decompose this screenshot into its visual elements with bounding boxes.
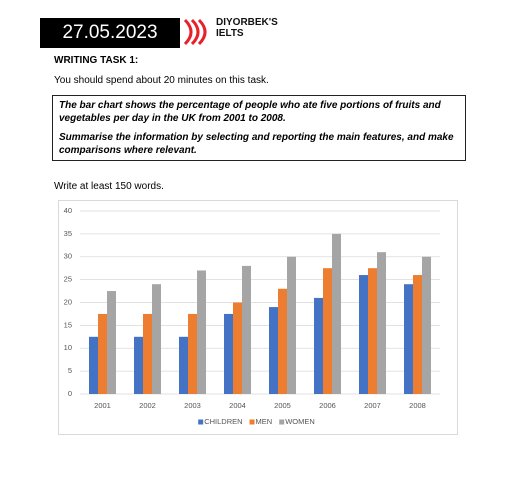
bar — [422, 256, 431, 394]
brand-line: DIYORBEK'S — [216, 17, 278, 28]
y-tick-label: 40 — [64, 206, 72, 215]
date-banner: 27.05.2023 — [40, 18, 180, 48]
legend-swatch — [249, 419, 255, 425]
bar — [98, 313, 107, 394]
legend-label: WOMEN — [285, 417, 315, 426]
chart: 0 5 10 15 20 25 30 35 40 2001 2002 2003 2004 2005 2006… — [58, 200, 458, 435]
bar — [287, 256, 296, 394]
bar — [233, 302, 242, 394]
x-tick-label: 2006 — [319, 401, 336, 410]
bar — [179, 336, 188, 394]
x-tick-label: 2008 — [409, 401, 426, 410]
bar — [413, 275, 422, 394]
bar — [404, 284, 413, 394]
bar — [152, 284, 161, 394]
x-tick-label: 2002 — [139, 401, 156, 410]
bar — [242, 265, 251, 394]
x-tick-label: 2003 — [184, 401, 201, 410]
bar — [188, 313, 197, 394]
bar — [314, 297, 323, 394]
x-tick-label: 2001 — [94, 401, 111, 410]
y-tick-label: 30 — [64, 252, 72, 261]
task-heading: WRITING TASK 1: — [54, 55, 139, 66]
bar — [89, 336, 98, 394]
x-tick-label: 2005 — [274, 401, 291, 410]
legend-label: MEN — [256, 417, 273, 426]
x-tick-label: 2007 — [364, 401, 381, 410]
bar — [224, 313, 233, 394]
bar — [269, 307, 278, 394]
bar — [107, 291, 116, 394]
time-note: You should spend about 20 minutes on thi… — [54, 75, 269, 86]
bar — [359, 275, 368, 394]
bar — [323, 268, 332, 394]
brand: DIYORBEK'S IELTS — [216, 17, 278, 39]
bar — [377, 252, 386, 394]
y-tick-label: 35 — [64, 229, 72, 238]
legend-label: CHILDREN — [204, 417, 242, 426]
y-tick-label: 10 — [64, 343, 72, 352]
x-tick-label: 2004 — [229, 401, 246, 410]
legend-swatch — [279, 419, 285, 425]
bar — [278, 288, 287, 394]
y-tick-label: 15 — [64, 320, 72, 329]
prompt-box: The bar chart shows the percentage of pe… — [52, 95, 466, 161]
word-count: Write at least 150 words. — [54, 181, 164, 192]
bar — [197, 270, 206, 394]
y-tick-label: 25 — [64, 275, 72, 284]
y-tick-label: 20 — [64, 297, 72, 306]
brand-line: IELTS — [216, 28, 244, 39]
y-tick-label: 5 — [68, 366, 72, 375]
bar — [143, 313, 152, 394]
y-tick-label: 0 — [68, 389, 72, 398]
legend-swatch — [198, 419, 204, 425]
bar — [134, 336, 143, 394]
bar — [368, 268, 377, 394]
prompt-text: The bar chart shows the percentage of pe… — [59, 100, 441, 124]
logo — [183, 18, 207, 46]
chart-frame — [58, 200, 458, 435]
prompt-text: Summarise the information by selecting a… — [59, 132, 454, 156]
bar — [332, 233, 341, 394]
